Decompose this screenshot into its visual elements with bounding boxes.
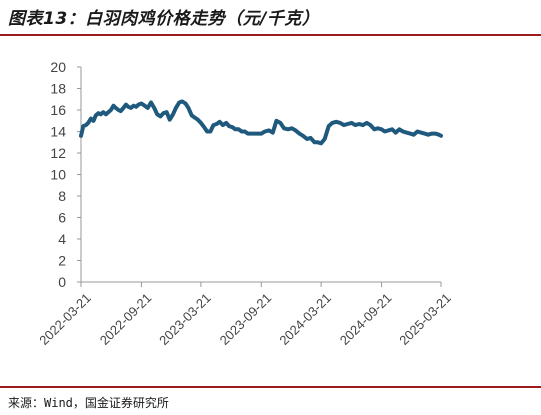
chart-title: 图表13：白羽肉鸡价格走势（元/千克） <box>8 9 320 29</box>
y-tick-label: 14 <box>50 124 66 140</box>
y-tick-label: 6 <box>58 210 66 226</box>
title-divider <box>0 34 541 36</box>
y-axis: 0 2 4 6 8 10 12 14 16 18 20 <box>50 59 82 290</box>
source-note: 来源：Wind，国金证券研究所 <box>8 396 169 410</box>
y-tick-label: 0 <box>58 274 66 290</box>
x-tick-label: 2024-03-21 <box>276 290 334 348</box>
y-tick-label: 20 <box>50 59 66 75</box>
x-tick-label: 2025-03-21 <box>396 290 454 348</box>
x-tick-label: 2023-09-21 <box>217 290 275 348</box>
y-tick-label: 2 <box>58 253 66 269</box>
y-tick-label: 12 <box>50 145 66 161</box>
y-tick-label: 4 <box>58 231 66 247</box>
y-tick-label: 16 <box>50 102 66 118</box>
y-tick-label: 10 <box>50 167 66 183</box>
x-tick-label: 2024-09-21 <box>337 290 395 348</box>
y-tick-label: 8 <box>58 188 66 204</box>
y-tick-label: 18 <box>50 81 66 97</box>
x-axis: 2022-03-21 2022-09-21 2023-03-21 2023-09-21… <box>36 281 454 348</box>
x-tick-label: 2023-03-21 <box>156 290 214 348</box>
x-tick-label: 2022-03-21 <box>36 290 94 348</box>
price-line <box>79 99 443 146</box>
x-tick-label: 2022-09-21 <box>97 290 155 348</box>
footer-divider <box>0 386 541 388</box>
